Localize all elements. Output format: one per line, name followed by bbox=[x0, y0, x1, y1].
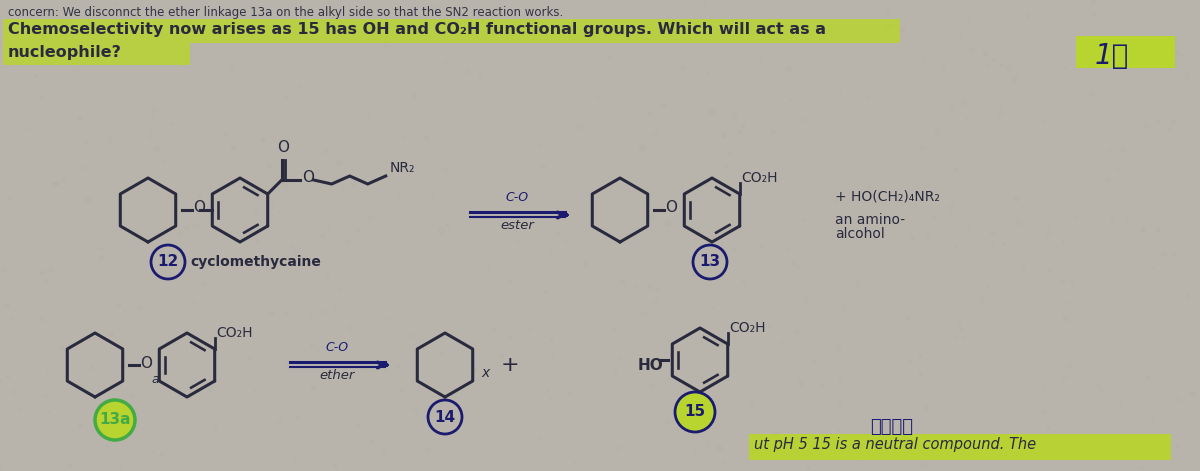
Circle shape bbox=[674, 392, 715, 432]
Text: 14: 14 bbox=[434, 409, 456, 424]
Text: 13: 13 bbox=[700, 254, 720, 269]
Text: ester: ester bbox=[500, 219, 534, 232]
Text: HO: HO bbox=[638, 358, 664, 374]
Text: ether: ether bbox=[320, 369, 355, 382]
Text: C-O: C-O bbox=[506, 191, 529, 204]
Text: O: O bbox=[277, 140, 289, 155]
Text: O: O bbox=[665, 201, 677, 216]
Text: + HO(CH₂)₄NR₂: + HO(CH₂)₄NR₂ bbox=[835, 189, 940, 203]
Text: cyclomethycaine: cyclomethycaine bbox=[190, 255, 320, 269]
FancyBboxPatch shape bbox=[2, 43, 190, 65]
Text: nucleophile?: nucleophile? bbox=[8, 45, 122, 60]
Text: +: + bbox=[500, 355, 520, 375]
FancyBboxPatch shape bbox=[1076, 36, 1175, 68]
Text: C-O: C-O bbox=[326, 341, 349, 354]
Text: 12: 12 bbox=[157, 254, 179, 269]
Text: O: O bbox=[140, 356, 152, 371]
FancyBboxPatch shape bbox=[2, 19, 900, 43]
Text: O: O bbox=[301, 171, 313, 186]
Text: ut pH 5 15 is a neutral compound. The: ut pH 5 15 is a neutral compound. The bbox=[754, 437, 1036, 452]
Text: a: a bbox=[151, 373, 158, 386]
Text: Chemoselectivity now arises as 15 has OH and CO₂H functional groups. Which will : Chemoselectivity now arises as 15 has OH… bbox=[8, 22, 826, 37]
Text: an amino-: an amino- bbox=[835, 213, 905, 227]
Text: 13a: 13a bbox=[100, 413, 131, 428]
Text: CO₂H: CO₂H bbox=[217, 326, 253, 340]
FancyBboxPatch shape bbox=[749, 434, 1171, 460]
Text: CO₂H: CO₂H bbox=[730, 321, 767, 335]
Text: NR₂: NR₂ bbox=[390, 161, 415, 175]
Circle shape bbox=[95, 400, 134, 440]
Text: 15: 15 bbox=[684, 405, 706, 420]
Text: CO₂H: CO₂H bbox=[742, 171, 779, 185]
Text: جوان: جوان bbox=[870, 418, 913, 436]
Text: x: x bbox=[481, 366, 490, 380]
Text: concern: We disconnct the ether linkage 13a on the alkyl side so that the SN2 re: concern: We disconnct the ether linkage … bbox=[8, 6, 563, 19]
Text: 1ر: 1ر bbox=[1096, 42, 1129, 70]
Text: O: O bbox=[193, 201, 205, 216]
Text: alcohol: alcohol bbox=[835, 227, 884, 241]
